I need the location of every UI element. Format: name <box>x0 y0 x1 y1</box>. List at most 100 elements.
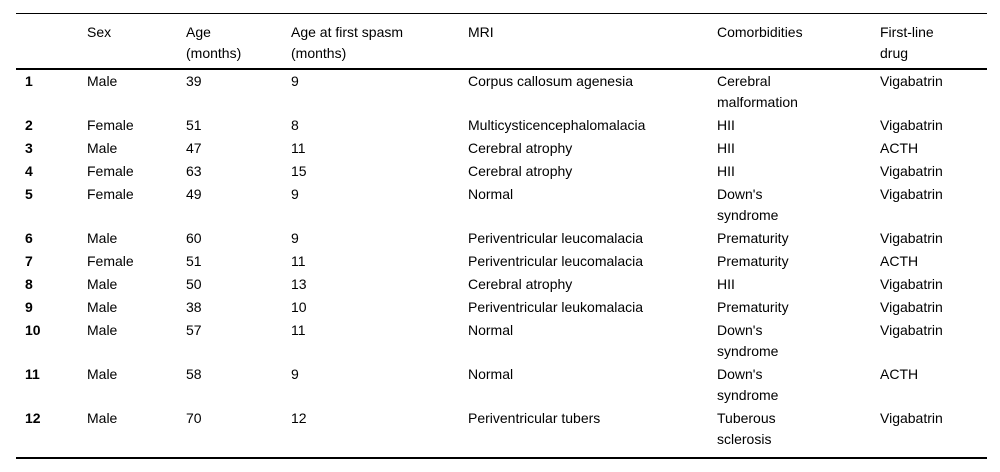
drug-cell: Vigabatrin <box>880 230 943 246</box>
table-row: 4 Female 63 15 Cerebral atrophy HII Vigabatrin <box>16 160 987 183</box>
table-row: 2 Female 51 8 Multicysticencephalomalacia HII… <box>16 114 987 137</box>
drug-cell: Vigabatrin <box>880 276 943 292</box>
sex-cell: Male <box>87 140 118 156</box>
age-cell: 50 <box>186 276 202 292</box>
sex-cell: Male <box>87 276 118 292</box>
age-first-spasm-cell: 8 <box>291 117 299 133</box>
comorbidities-cell: Prematurity <box>717 253 789 269</box>
table-row: 10 Male 57 11 Normal Down's syndrome Vigabatri… <box>16 319 987 363</box>
comorbidities-cell: Down's syndrome <box>717 366 779 403</box>
age-cell: 57 <box>186 322 202 338</box>
age-cell: 70 <box>186 410 202 426</box>
age-cell: 63 <box>186 163 202 179</box>
table-row: 11 Male 58 9 Normal Down's syndrome ACTH <box>16 363 987 407</box>
sex-cell: Male <box>87 322 118 338</box>
col-header-sex: Sex <box>87 13 186 70</box>
col-header-comorbidities: Comorbidities <box>717 13 880 70</box>
sex-cell: Male <box>87 299 118 315</box>
col-header-row-number <box>16 13 87 70</box>
table-row: 12 Male 70 12 Periventricular tubers Tuberous… <box>16 407 987 458</box>
id-cell: 7 <box>25 253 33 269</box>
drug-cell: ACTH <box>880 140 919 156</box>
patients-table-container: Sex Age (months) Age at first spasm (mon… <box>16 0 987 459</box>
table-row: 6 Male 60 9 Periventricular leucomalacia Prem… <box>16 227 987 250</box>
patients-table: Sex Age (months) Age at first spasm (mon… <box>16 13 987 459</box>
comorbidities-cell: Tuberous sclerosis <box>717 410 776 447</box>
mri-cell: Multicysticencephalomalacia <box>468 117 646 133</box>
sex-cell: Male <box>87 410 118 426</box>
id-cell: 6 <box>25 230 33 246</box>
drug-cell: ACTH <box>880 366 919 382</box>
id-cell: 1 <box>25 73 33 89</box>
comorbidities-cell: Down's syndrome <box>717 322 779 359</box>
col-header-age-first-spasm: Age at first spasm (months) <box>291 13 468 70</box>
age-first-spasm-cell: 11 <box>291 322 306 338</box>
age-first-spasm-cell: 9 <box>291 186 299 202</box>
mri-cell: Periventricular leucomalacia <box>468 253 644 269</box>
age-cell: 39 <box>186 73 202 89</box>
sex-cell: Male <box>87 366 118 382</box>
comorbidities-cell: HII <box>717 140 735 156</box>
age-first-spasm-cell: 9 <box>291 366 299 382</box>
id-cell: 12 <box>25 410 41 426</box>
id-cell: 10 <box>25 322 41 338</box>
age-first-spasm-cell: 12 <box>291 410 307 426</box>
age-cell: 60 <box>186 230 202 246</box>
drug-cell: Vigabatrin <box>880 299 943 315</box>
age-first-spasm-cell: 9 <box>291 230 299 246</box>
age-cell: 51 <box>186 253 202 269</box>
age-first-spasm-cell: 11 <box>291 140 306 156</box>
table-body: 1 Male 39 9 Corpus callosum agenesia Cerebral… <box>16 69 987 458</box>
mri-cell: Cerebral atrophy <box>468 140 573 156</box>
drug-cell: Vigabatrin <box>880 410 943 426</box>
comorbidities-cell: HII <box>717 276 735 292</box>
comorbidities-cell: Prematurity <box>717 230 789 246</box>
comorbidities-cell: HII <box>717 163 735 179</box>
drug-cell: Vigabatrin <box>880 163 943 179</box>
sex-cell: Female <box>87 186 134 202</box>
age-first-spasm-cell: 13 <box>291 276 307 292</box>
id-cell: 11 <box>25 366 40 382</box>
comorbidities-cell: Down's syndrome <box>717 186 779 223</box>
id-cell: 5 <box>25 186 33 202</box>
mri-cell: Normal <box>468 186 514 202</box>
table-row: 8 Male 50 13 Cerebral atrophy HII Vigabatrin <box>16 273 987 296</box>
age-cell: 47 <box>186 140 202 156</box>
sex-cell: Female <box>87 253 134 269</box>
id-cell: 9 <box>25 299 33 315</box>
sex-cell: Male <box>87 230 118 246</box>
mri-cell: Normal <box>468 366 514 382</box>
table-row: 7 Female 51 11 Periventricular leucomalacia P… <box>16 250 987 273</box>
mri-cell: Periventricular leucomalacia <box>468 230 644 246</box>
drug-cell: Vigabatrin <box>880 186 943 202</box>
age-cell: 49 <box>186 186 202 202</box>
age-first-spasm-cell: 15 <box>291 163 307 179</box>
table-row: 5 Female 49 9 Normal Down's syndrome Vigabatri… <box>16 183 987 227</box>
drug-cell: Vigabatrin <box>880 117 943 133</box>
drug-cell: ACTH <box>880 253 919 269</box>
age-first-spasm-cell: 11 <box>291 253 306 269</box>
comorbidities-cell: Cerebral malformation <box>717 73 798 110</box>
id-cell: 4 <box>25 163 33 179</box>
id-cell: 2 <box>25 117 33 133</box>
table-row: 3 Male 47 11 Cerebral atrophy HII ACTH <box>16 137 987 160</box>
drug-cell: Vigabatrin <box>880 322 943 338</box>
col-header-mri: MRI <box>468 13 717 70</box>
age-cell: 38 <box>186 299 202 315</box>
mri-cell: Normal <box>468 322 514 338</box>
id-cell: 3 <box>25 140 33 156</box>
col-header-age: Age (months) <box>186 13 291 70</box>
mri-cell: Corpus callosum agenesia <box>468 73 633 89</box>
sex-cell: Female <box>87 163 134 179</box>
header-row: Sex Age (months) Age at first spasm (mon… <box>16 13 987 70</box>
age-first-spasm-cell: 10 <box>291 299 307 315</box>
mri-cell: Cerebral atrophy <box>468 163 573 179</box>
table-row: 9 Male 38 10 Periventricular leukomalacia Pre… <box>16 296 987 319</box>
table-row: 1 Male 39 9 Corpus callosum agenesia Cerebral… <box>16 69 987 114</box>
sex-cell: Female <box>87 117 134 133</box>
drug-cell: Vigabatrin <box>880 73 943 89</box>
age-first-spasm-cell: 9 <box>291 73 299 89</box>
age-cell: 58 <box>186 366 202 382</box>
mri-cell: Periventricular leukomalacia <box>468 299 644 315</box>
table-header: Sex Age (months) Age at first spasm (mon… <box>16 13 987 70</box>
